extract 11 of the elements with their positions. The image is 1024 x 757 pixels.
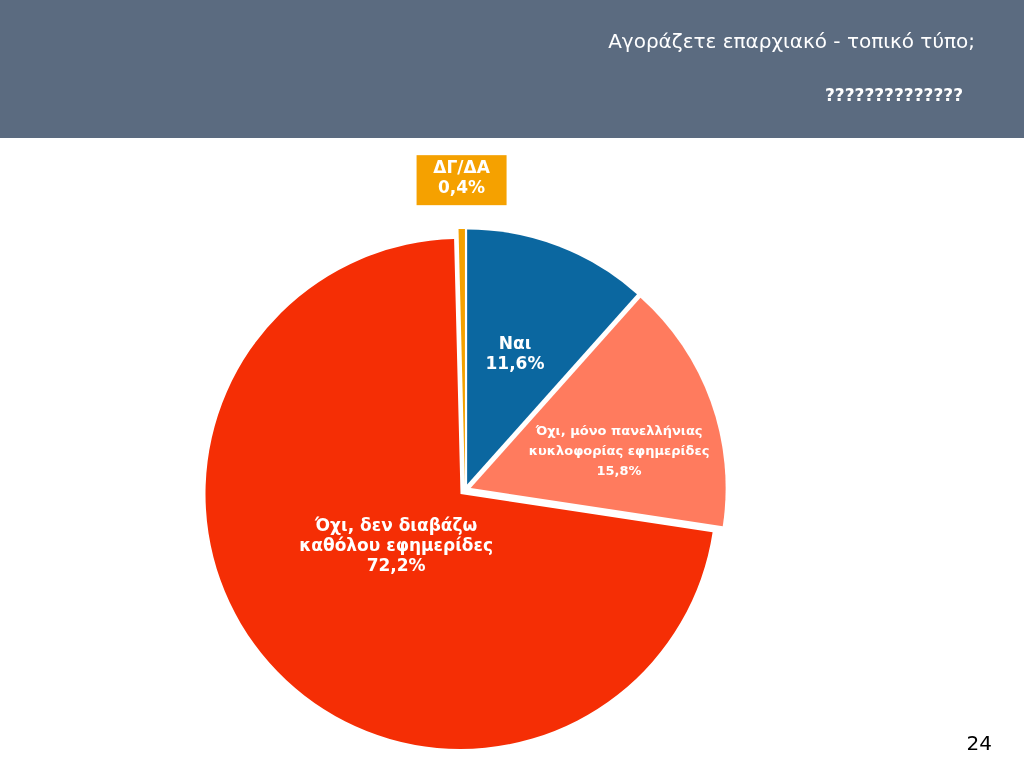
slice-label: ΔΓ/ΔΑ (433, 157, 491, 178)
text: Αγοράζετε επαρχιακό - τοπικό τύπο; (608, 29, 975, 53)
text: 24 (966, 731, 992, 755)
text: ?????????????? (824, 85, 963, 105)
slice-label: Ναι (498, 332, 532, 353)
data-label: 15,8% (596, 462, 642, 478)
slice-label: Όχι, δεν διαβάζω καθόλου εφημερίδες (299, 514, 494, 555)
data-label: 11,6% (485, 352, 545, 373)
slice-label: Όχι, μόνο πανελλήνιας κυκλοφορίας εφημερίδες (528, 422, 710, 458)
data-label: 72,2% (366, 554, 426, 575)
data-label: 0,4% (437, 177, 486, 198)
